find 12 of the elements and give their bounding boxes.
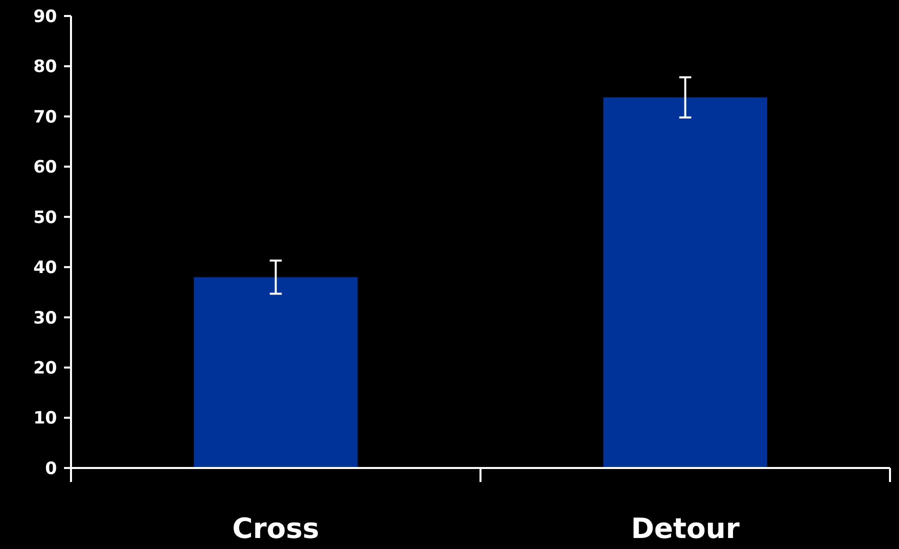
y-tick-label: 10 <box>33 408 58 429</box>
y-tick-label: 0 <box>45 458 58 479</box>
y-tick-label: 50 <box>33 208 58 228</box>
y-tick-label: 40 <box>33 258 58 278</box>
y-tick-label: 70 <box>33 107 58 128</box>
x-tick-label: Detour <box>630 512 740 545</box>
y-tick-label: 60 <box>33 158 58 178</box>
y-tick-label: 80 <box>33 57 58 78</box>
y-tick-label: 90 <box>33 6 58 27</box>
y-tick-label: 20 <box>33 358 58 379</box>
x-tick-label: Cross <box>232 512 320 545</box>
y-tick-label: 30 <box>33 308 58 328</box>
